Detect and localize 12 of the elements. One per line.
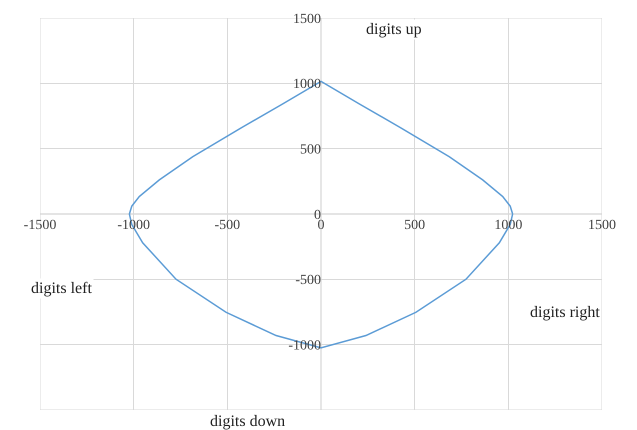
annotation: digits up [366,21,422,38]
x-tick-label: -1500 [24,218,56,233]
annotation: digits left [31,280,92,297]
text: digits down [210,413,286,430]
annotation: digits right [530,304,600,321]
x-tick-label: 500 [404,218,426,233]
x-tick-label: -500 [214,218,240,233]
y-tick-label: 500 [300,142,321,158]
y-tick-label: 1500 [293,12,321,27]
y-tick-label: -500 [295,273,321,288]
x-tick-label: 1500 [588,218,616,233]
y-tick-label: -1000 [288,338,321,354]
